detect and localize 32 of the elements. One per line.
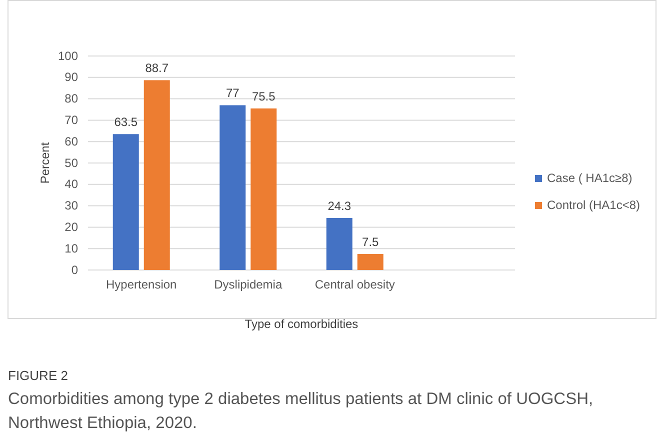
x-axis-title: Type of comorbidities — [244, 317, 358, 331]
data-label: 75.5 — [252, 89, 276, 104]
y-tick-label: 30 — [64, 198, 78, 213]
bar — [220, 105, 246, 270]
bar — [144, 80, 170, 270]
legend-label: Case ( HA1c≥8) — [547, 171, 632, 185]
text: Comorbidities among type 2 diabetes mellitus patients at DM clinic of UOGCSH, Northwest Ethiopia, 2020. — [8, 390, 594, 432]
y-tick-label: 90 — [64, 70, 78, 84]
legend-label: Control (HA1c<8) — [547, 198, 640, 212]
y-tick-label: 0 — [71, 262, 78, 277]
y-tick-label: 80 — [64, 92, 78, 106]
x-tick-label: Hypertension — [106, 278, 177, 292]
bar — [250, 108, 277, 270]
y-tick-label: 40 — [64, 177, 78, 192]
y-tick-label: 100 — [58, 48, 78, 63]
y-tick-label: 50 — [64, 156, 78, 170]
y-axis-title: Percent — [38, 142, 52, 184]
data-label: 7.5 — [362, 234, 380, 249]
data-label: 63.5 — [114, 115, 138, 130]
x-tick-label: Dyslipidemia — [214, 278, 282, 292]
bar — [112, 134, 139, 270]
data-label: 88.7 — [145, 61, 169, 76]
data-label: 77 — [226, 86, 240, 100]
y-tick-label: 70 — [64, 113, 78, 128]
y-tick-label: 20 — [64, 220, 78, 234]
y-tick-label: 10 — [64, 241, 78, 256]
x-tick-label: Central obesity — [314, 278, 395, 292]
caption: FIGURE 2 — [8, 368, 68, 383]
y-tick-label: 60 — [64, 134, 78, 148]
bar — [326, 218, 352, 270]
data-label: 24.3 — [328, 199, 352, 213]
bar — [357, 254, 384, 270]
